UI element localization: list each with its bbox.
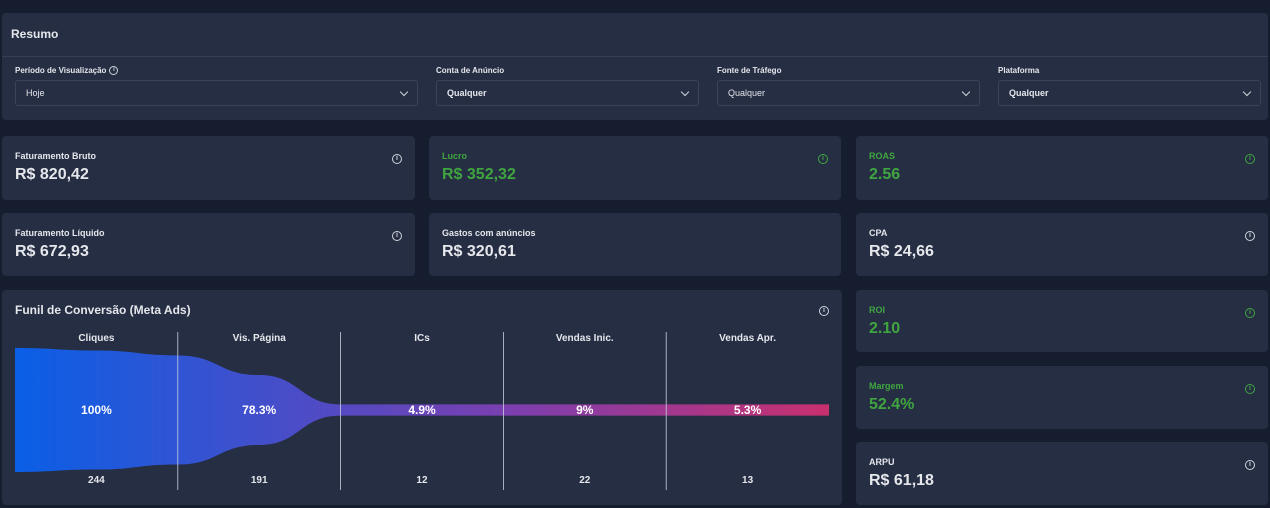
funnel-stage-count: 12 bbox=[416, 475, 428, 486]
funnel-stage-percent: 5.3% bbox=[733, 403, 762, 417]
card-value: R$ 320,61 bbox=[442, 243, 516, 260]
card-value: 2.56 bbox=[869, 166, 901, 183]
funnel-stage-percent: 78.3% bbox=[242, 403, 277, 417]
resumo-panel: Resumo Período de Visualização i Hoje Co… bbox=[2, 13, 1268, 120]
card-value: R$ 61,18 bbox=[869, 472, 934, 489]
card-label: Lucro bbox=[442, 151, 468, 161]
filter-label-periodo: Período de Visualização i bbox=[15, 66, 119, 75]
filter-label-plataforma: Plataforma bbox=[998, 66, 1039, 75]
funnel-panel: Funil de Conversão (Meta Ads) i Cliques 1… bbox=[2, 290, 842, 505]
info-icon[interactable]: i bbox=[1245, 231, 1255, 241]
info-icon[interactable]: i bbox=[1245, 384, 1255, 394]
card-label: ROAS bbox=[869, 151, 896, 161]
card-label: Faturamento Líquido bbox=[15, 228, 105, 238]
funnel-stage-count: 22 bbox=[579, 475, 591, 486]
funnel-title: Funil de Conversão (Meta Ads) bbox=[15, 303, 191, 317]
card-label: Faturamento Bruto bbox=[15, 151, 96, 161]
info-icon[interactable]: i bbox=[818, 154, 828, 164]
card-value: R$ 820,42 bbox=[15, 166, 89, 183]
chevron-down-icon bbox=[1242, 87, 1252, 96]
info-icon[interactable]: i bbox=[392, 231, 402, 241]
funnel-shape bbox=[15, 348, 829, 472]
filter-label-text: Conta de Anúncio bbox=[436, 66, 505, 75]
chevron-down-icon bbox=[961, 87, 971, 96]
periodo-select[interactable]: Hoje bbox=[15, 80, 418, 106]
card-value: 52.4% bbox=[869, 396, 915, 413]
card-roi: ROI 2.10 i bbox=[856, 290, 1268, 352]
conta-select-value: Qualquer bbox=[447, 88, 487, 98]
info-icon[interactable]: i bbox=[392, 154, 402, 164]
card-label: ROI bbox=[869, 305, 886, 315]
funnel-stage-count: 191 bbox=[250, 475, 268, 486]
card-label: Margem bbox=[869, 381, 904, 391]
funnel-stage-name: ICs bbox=[414, 333, 430, 344]
funnel-stage-percent: 100% bbox=[81, 403, 112, 417]
info-icon[interactable]: i bbox=[109, 66, 119, 75]
plataforma-select[interactable]: Qualquer bbox=[998, 80, 1261, 106]
card-value: R$ 24,66 bbox=[869, 243, 934, 260]
card-faturamento-bruto: Faturamento Bruto R$ 820,42 i bbox=[2, 136, 415, 200]
chevron-down-icon bbox=[680, 87, 690, 96]
card-label: ARPU bbox=[869, 457, 895, 467]
resumo-title: Resumo bbox=[11, 27, 59, 41]
card-value: R$ 672,93 bbox=[15, 243, 89, 260]
info-icon[interactable]: i bbox=[1245, 154, 1255, 164]
info-icon[interactable]: i bbox=[819, 306, 829, 316]
card-roas: ROAS 2.56 i bbox=[856, 136, 1268, 200]
funnel-stage-count: 13 bbox=[742, 475, 754, 486]
divider bbox=[2, 56, 1268, 57]
fonte-select-value: Qualquer bbox=[728, 88, 766, 98]
funnel-stage-name: Vendas Inic. bbox=[555, 333, 614, 344]
funnel-stage-name: Vendas Apr. bbox=[719, 333, 777, 344]
conta-select[interactable]: Qualquer bbox=[436, 80, 699, 106]
funnel-stage-percent: 4.9% bbox=[408, 403, 436, 417]
card-arpu: ARPU R$ 61,18 i bbox=[856, 442, 1268, 505]
card-faturamento-liquido: Faturamento Líquido R$ 672,93 i bbox=[2, 213, 415, 276]
filter-label-text: Período de Visualização bbox=[15, 66, 107, 75]
card-label: CPA bbox=[869, 228, 888, 238]
funnel-stage-name: Cliques bbox=[78, 333, 115, 344]
plataforma-select-value: Qualquer bbox=[1009, 88, 1049, 98]
card-lucro: Lucro R$ 352,32 i bbox=[429, 136, 841, 200]
card-label: Gastos com anúncios bbox=[442, 228, 536, 238]
fonte-select[interactable]: Qualquer bbox=[717, 80, 980, 106]
info-icon[interactable]: i bbox=[1245, 460, 1255, 470]
funnel-stage-name: Vis. Página bbox=[232, 333, 286, 344]
periodo-select-value: Hoje bbox=[26, 88, 45, 98]
filter-label-conta: Conta de Anúncio bbox=[436, 66, 504, 75]
chevron-down-icon bbox=[399, 87, 409, 96]
funnel-stage-percent: 9% bbox=[576, 403, 594, 417]
card-gastos-anuncios: Gastos com anúncios R$ 320,61 bbox=[429, 213, 841, 276]
filter-label-text: Plataforma bbox=[998, 66, 1040, 75]
funnel-stage-count: 244 bbox=[88, 475, 105, 486]
card-value: R$ 352,32 bbox=[442, 166, 516, 183]
filter-label-fonte: Fonte de Tráfego bbox=[717, 66, 781, 75]
card-cpa: CPA R$ 24,66 i bbox=[856, 213, 1268, 276]
filter-label-text: Fonte de Tráfego bbox=[717, 66, 782, 75]
info-icon[interactable]: i bbox=[1245, 308, 1255, 318]
card-value: 2.10 bbox=[869, 320, 901, 337]
funnel-chart bbox=[15, 332, 829, 490]
card-margem: Margem 52.4% i bbox=[856, 366, 1268, 429]
